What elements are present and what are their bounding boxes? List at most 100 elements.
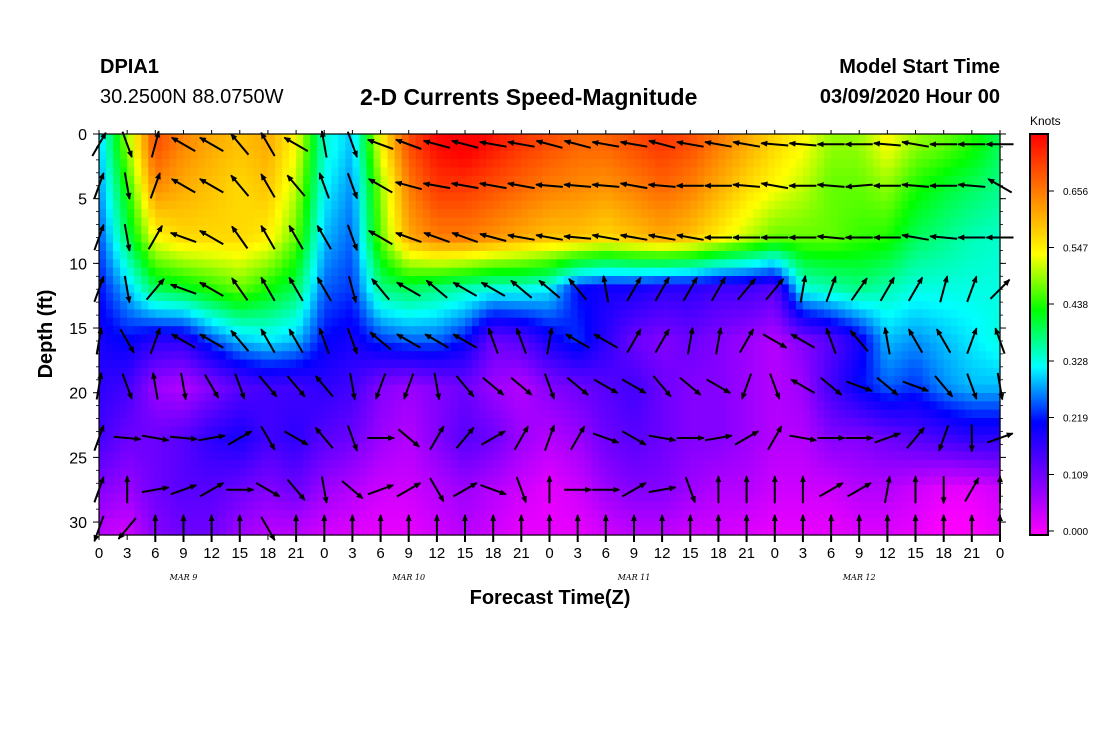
heatmap-cell [373,376,382,386]
heatmap-cell [676,326,684,336]
heatmap-cell [978,217,987,227]
heatmap-cell [605,392,614,402]
heatmap-cell [669,200,677,210]
heatmap-cell [711,309,720,319]
heatmap-cell [521,409,529,419]
heatmap-cell [260,259,269,269]
heatmap-cell [260,150,269,160]
heatmap-cell [873,209,881,219]
heatmap-cell [669,376,677,386]
heatmap-cell [971,225,980,235]
heatmap-cell [950,292,959,302]
heatmap-cell [106,301,114,311]
heatmap-cell [310,142,318,152]
heatmap-cell [542,384,551,394]
heatmap-cell [943,392,952,402]
heatmap-cell [816,175,825,185]
heatmap-cell [465,209,473,219]
heatmap-cell [838,284,846,294]
heatmap-cell [985,167,994,177]
heatmap-cell [148,409,156,419]
heatmap-cell [169,409,178,419]
heatmap-cell [429,443,438,453]
heatmap-cell [127,142,135,152]
heatmap-cell [190,317,199,327]
heatmap-cell [197,209,206,219]
heatmap-cell [366,326,375,336]
heatmap-cell [859,142,867,152]
heatmap-cell [450,242,459,252]
heatmap-cell [443,317,452,327]
heatmap-cell [134,200,142,210]
heatmap-cell [718,309,727,319]
heatmap-cell [922,242,931,252]
heatmap-cell [978,401,987,411]
heatmap-cell [528,150,537,160]
heatmap-cell [577,200,586,210]
heatmap-cell [591,342,600,352]
heatmap-cell [225,342,234,352]
heatmap-cell [894,175,903,185]
heatmap-cell [387,150,396,160]
heatmap-cell [542,367,551,377]
heatmap-cell [563,443,572,453]
heatmap-cell [274,426,283,436]
heatmap-cell [303,242,311,252]
heatmap-cell [457,443,466,453]
heatmap-cell [345,409,354,419]
heatmap-cell [619,392,628,402]
heatmap-cell [570,317,579,327]
heatmap-cell [239,134,248,143]
heatmap-cell [542,334,551,344]
heatmap-cell [366,418,375,427]
heatmap-cell [528,276,537,285]
heatmap-cell [303,250,311,260]
heatmap-cell [873,284,881,294]
heatmap-cell [816,200,825,210]
heatmap-cell [141,142,149,152]
heatmap-cell [324,443,332,453]
heatmap-cell [697,284,705,294]
heatmap-cell [542,309,551,319]
heatmap-cell [380,401,389,411]
heatmap-cell [683,326,691,336]
heatmap-cell [99,443,107,453]
heatmap-cell [612,217,621,227]
heatmap-cell [246,443,255,453]
heatmap-cell [648,200,656,210]
heatmap-cell [739,351,748,361]
heatmap-cell [465,451,473,461]
heatmap-cell [141,292,149,302]
heatmap-cell [190,209,199,219]
heatmap-cell [296,409,304,419]
heatmap-cell [697,200,705,210]
heatmap-cell [183,192,192,202]
heatmap-cell [598,200,607,210]
heatmap-cell [549,451,558,461]
heatmap-cell [978,200,987,210]
heatmap-cell [472,351,480,361]
heatmap-cell [162,317,170,327]
heatmap-cell [514,150,522,160]
heatmap-cell [633,367,642,377]
heatmap-cell [338,359,346,369]
heatmap-cell [598,242,607,252]
heatmap-cell [450,426,459,436]
heatmap-cell [120,217,128,227]
heatmap-cell [232,284,241,294]
heatmap-cell [816,250,825,260]
heatmap-cell [880,392,888,402]
heatmap-cell [753,234,762,244]
heatmap-cell [971,351,980,361]
heatmap-cell [809,184,818,194]
heatmap-cell [500,159,508,169]
heatmap-cell [528,217,537,227]
heatmap-cell [408,426,417,436]
heatmap-cell [943,284,952,294]
heatmap-cell [514,434,522,444]
heatmap-cell [514,317,522,327]
heatmap-cell [127,334,135,344]
heatmap-cell [472,250,480,260]
heatmap-cell [802,192,811,202]
heatmap-cell [450,234,459,244]
